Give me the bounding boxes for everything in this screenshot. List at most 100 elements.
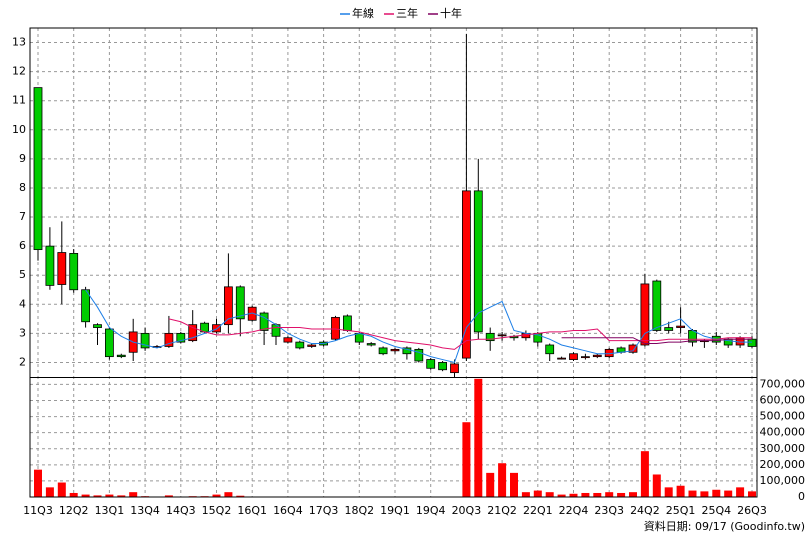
y-tick-label: 12 [12, 65, 26, 78]
candle-body [546, 345, 554, 354]
x-tick-label: 13Q1 [95, 504, 125, 517]
y2-tick-label: 700,000 [760, 377, 806, 390]
candle-body [46, 246, 54, 285]
y2-tick-label: 500,000 [760, 410, 806, 423]
candle-body [296, 342, 304, 348]
candle-body [105, 329, 113, 357]
x-tick-label: 24Q2 [630, 504, 660, 517]
candle-body [117, 355, 125, 356]
candle-body [70, 253, 78, 289]
volume-bar [510, 473, 518, 497]
candle-body [498, 335, 506, 336]
candle-body [284, 338, 292, 342]
volume-bar [677, 486, 685, 497]
x-tick-label: 25Q1 [666, 504, 696, 517]
legend-label: 三年 [396, 6, 418, 20]
y-tick-label: 7 [19, 210, 26, 223]
volume-bar [689, 491, 697, 497]
x-tick-label: 12Q2 [59, 504, 89, 517]
x-tick-label: 19Q4 [416, 504, 446, 517]
candle-body [213, 325, 221, 332]
y2-tick-label: 600,000 [760, 394, 806, 407]
y-tick-label: 13 [12, 36, 26, 49]
volume-bar [462, 422, 470, 497]
candle-body [343, 316, 351, 331]
volume-bar [498, 463, 506, 497]
footer: 資料日期: 09/17 (Goodinfo.tw) [644, 519, 805, 533]
volume-bar [534, 491, 542, 497]
candle-body [427, 360, 435, 369]
volume-bar [224, 492, 232, 497]
candle-body [665, 328, 673, 331]
volume-bar [712, 490, 720, 497]
y2-tick-label: 200,000 [760, 458, 806, 471]
y2-tick-label: 300,000 [760, 442, 806, 455]
volume-bar [522, 492, 530, 497]
volume-bar [546, 492, 554, 497]
x-tick-label: 21Q2 [487, 504, 517, 517]
candle-body [34, 88, 42, 250]
volume-bar [593, 493, 601, 497]
y-tick-label: 2 [19, 355, 26, 368]
volume-bar [736, 487, 744, 497]
volume-bar [474, 379, 482, 497]
candle-body [260, 313, 268, 330]
candle-body [474, 191, 482, 332]
candle-body [641, 284, 649, 345]
x-tick-label: 11Q3 [23, 504, 53, 517]
volume-bar [46, 487, 54, 497]
candle-body [236, 287, 244, 319]
x-tick-label: 14Q3 [166, 504, 196, 517]
candle-body [462, 191, 470, 358]
candle-body [593, 355, 601, 356]
candle-body [58, 253, 66, 285]
y2-tick-label: 0 [798, 490, 805, 503]
x-tick-label: 25Q4 [701, 504, 731, 517]
volume-bar [34, 470, 42, 497]
x-tick-label: 18Q2 [344, 504, 374, 517]
x-tick-label: 22Q1 [523, 504, 553, 517]
y-tick-label: 10 [12, 123, 26, 136]
volume-bar [665, 487, 673, 497]
volume-bar [486, 473, 494, 497]
candle-body [558, 358, 566, 359]
volume-bar [748, 491, 756, 497]
y-tick-label: 3 [19, 326, 26, 339]
candle-body [748, 339, 756, 346]
y-tick-label: 11 [12, 94, 26, 107]
candle-body [570, 354, 578, 360]
legend: 年線 三年 十年 [340, 6, 462, 20]
candle-body [677, 326, 685, 327]
x-tick-label: 17Q3 [309, 504, 339, 517]
x-tick-label: 26Q3 [737, 504, 767, 517]
candle-body [439, 362, 447, 369]
volume-bar [653, 474, 661, 497]
y-tick-label: 6 [19, 239, 26, 252]
candle-body [355, 333, 363, 342]
volume-bar [641, 451, 649, 497]
candle-body [391, 349, 399, 350]
candle-body [367, 344, 375, 345]
legend-label: 十年 [440, 6, 462, 20]
x-tick-label: 16Q1 [237, 504, 267, 517]
candle-body [379, 348, 387, 354]
volume-bar [58, 483, 66, 497]
volume-bar [617, 493, 625, 497]
volume-bar [629, 492, 637, 497]
y-tick-label: 9 [19, 152, 26, 165]
volume-bar [605, 492, 613, 497]
candle-body [653, 281, 661, 330]
y-tick-label: 8 [19, 181, 26, 194]
x-tick-label: 15Q2 [202, 504, 232, 517]
x-tick-label: 13Q4 [130, 504, 160, 517]
y-tick-label: 4 [19, 297, 26, 310]
volume-bar [700, 491, 708, 497]
x-tick-label: 23Q3 [594, 504, 624, 517]
y2-tick-label: 400,000 [760, 426, 806, 439]
x-tick-label: 19Q1 [380, 504, 410, 517]
legend-label: 年線 [352, 6, 374, 20]
candle-body [451, 364, 459, 373]
y2-tick-label: 100,000 [760, 474, 806, 487]
